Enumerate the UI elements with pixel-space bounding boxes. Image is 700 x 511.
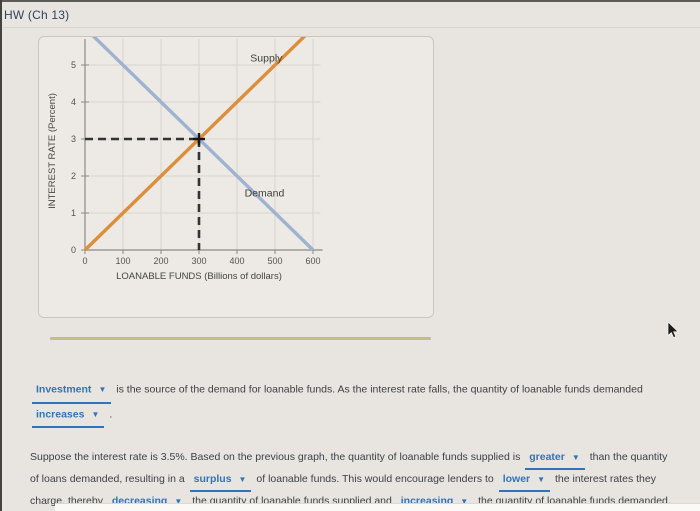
x-tick-label: 400	[229, 256, 244, 266]
text-segment: Suppose the interest rate is 3.5%. Based…	[30, 451, 521, 463]
demand-label: Demand	[245, 187, 285, 199]
lower-dropdown-value: lower	[502, 473, 531, 485]
caret-down-icon: ▼	[238, 474, 247, 484]
next-section-edge	[55, 503, 700, 511]
surplus-dropdown-value: surplus	[193, 473, 232, 485]
x-tick-label: 200	[153, 256, 168, 266]
y-tick-label: 3	[71, 134, 76, 144]
x-tick-label: 100	[115, 256, 130, 266]
caret-down-icon: ▼	[571, 452, 580, 462]
caret-down-icon: ▼	[537, 474, 546, 484]
y-axis-title: INTEREST RATE (Percent)	[47, 93, 58, 209]
caret-down-icon: ▼	[174, 496, 183, 506]
window-left-edge	[0, 0, 2, 511]
lower-dropdown[interactable]: lower ▼	[498, 470, 551, 492]
graph-panel: 0 1 2 3 4 5 0 100 200 300 400 500 600 LOANABLE FUNDS …	[38, 36, 434, 318]
caret-down-icon: ▼	[460, 496, 469, 506]
question-paragraph-2: Suppose the interest rate is 3.5%. Based…	[30, 448, 678, 511]
investment-dropdown[interactable]: Investment ▼	[32, 379, 112, 404]
section-divider	[50, 337, 431, 340]
mouse-cursor-icon	[667, 322, 679, 339]
text-segment: than the quantity of loans demanded, res…	[30, 451, 668, 485]
x-axis-title: LOANABLE FUNDS (Billions of dollars)	[116, 271, 282, 282]
greater-dropdown-value: greater	[529, 451, 565, 463]
loanable-funds-chart: 0 1 2 3 4 5 0 100 200 300 400 500 600 LOANABLE FUNDS …	[47, 37, 323, 282]
text-segment: .	[109, 408, 113, 420]
question-paragraph-1: Investment ▼ is the source of the demand …	[30, 379, 678, 428]
text-segment: is the source of the demand for loanable…	[116, 383, 643, 396]
greater-dropdown[interactable]: greater ▼	[525, 448, 585, 470]
text-segment: of loanable funds. This would encourage …	[256, 473, 494, 485]
investment-dropdown-value: Investment	[36, 383, 92, 396]
y-tick-label: 0	[71, 245, 76, 255]
question-block: Investment ▼ is the source of the demand …	[30, 379, 678, 511]
x-tick-label: 0	[82, 256, 87, 266]
y-tick-label: 5	[71, 60, 76, 70]
caret-down-icon: ▼	[91, 409, 100, 419]
y-tick-label: 2	[71, 171, 76, 181]
surplus-dropdown[interactable]: surplus ▼	[189, 470, 252, 492]
caret-down-icon: ▼	[98, 385, 107, 394]
supply-label: Supply	[250, 52, 283, 64]
x-tick-label: 500	[267, 256, 282, 266]
page-title: HW (Ch 13)	[4, 8, 70, 22]
y-tick-label: 1	[71, 208, 76, 218]
x-tick-label: 600	[305, 256, 320, 266]
increases-dropdown-value: increases	[36, 408, 85, 420]
window-top-edge	[0, 0, 700, 2]
x-tick-label: 300	[191, 256, 206, 266]
y-tick-label: 4	[71, 97, 76, 107]
increases-dropdown[interactable]: increases ▼	[32, 404, 105, 428]
header-divider	[0, 27, 700, 28]
text-segment: the interest rates they charge, thereby	[30, 473, 656, 507]
